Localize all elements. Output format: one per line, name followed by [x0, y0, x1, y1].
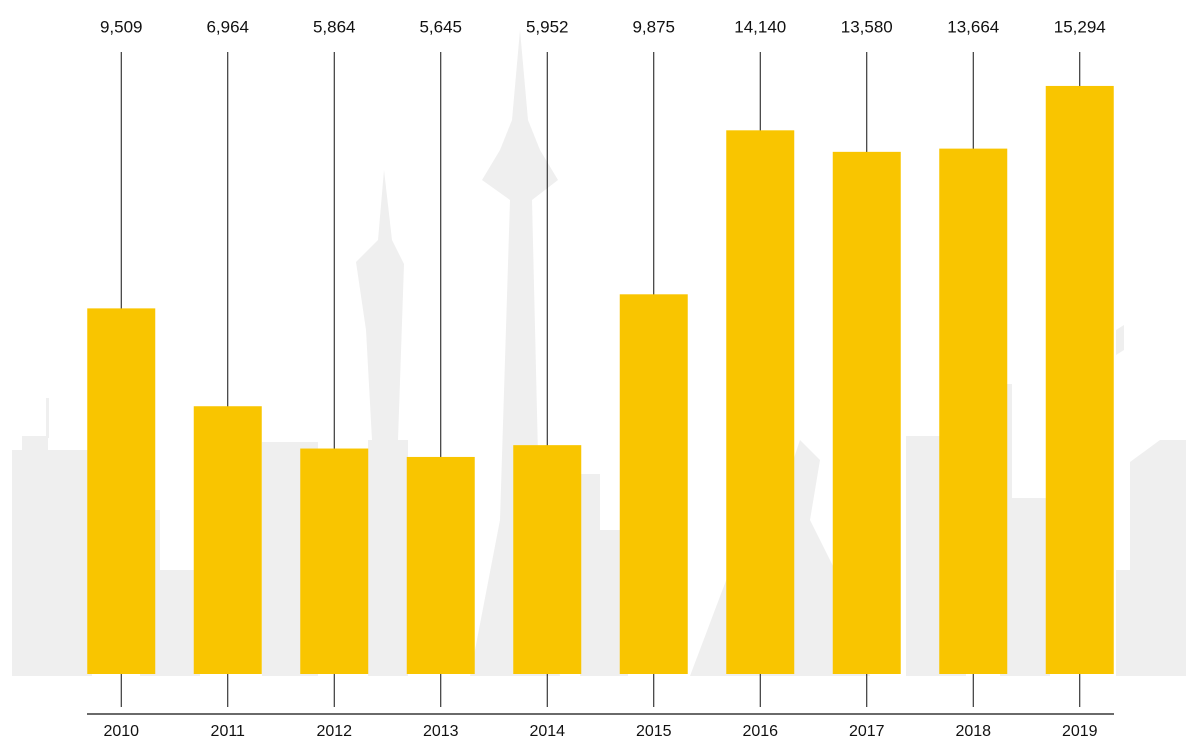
- value-label: 13,664: [947, 17, 999, 36]
- value-label: 6,964: [206, 17, 249, 36]
- value-label: 13,580: [841, 17, 893, 36]
- x-tick-label: 2014: [529, 723, 565, 740]
- x-tick-label: 2011: [211, 723, 246, 740]
- value-label: 15,294: [1054, 17, 1106, 36]
- skyline-background: [12, 30, 1186, 676]
- value-label: 9,875: [632, 17, 675, 36]
- x-tick-label: 2019: [1062, 723, 1098, 740]
- bar: [406, 456, 475, 674]
- bar: [300, 448, 369, 674]
- bar: [87, 308, 156, 674]
- bar: [726, 130, 795, 674]
- bar: [939, 148, 1008, 674]
- x-tick-label: 2016: [742, 723, 778, 740]
- x-tick-label: 2017: [849, 723, 885, 740]
- value-label: 5,952: [526, 17, 569, 36]
- x-tick-label: 2010: [103, 723, 139, 740]
- x-tick-label: 2015: [636, 723, 672, 740]
- x-tick-label: 2012: [316, 723, 352, 740]
- value-label: 14,140: [734, 17, 786, 36]
- value-label: 9,509: [100, 17, 143, 36]
- bar: [513, 445, 582, 674]
- x-tick-label: 2013: [423, 723, 459, 740]
- bar: [1045, 85, 1114, 675]
- bar: [832, 151, 901, 674]
- bar: [619, 294, 688, 674]
- value-label: 5,864: [313, 17, 356, 36]
- value-label: 5,645: [419, 17, 462, 36]
- x-tick-label: 2018: [955, 723, 991, 740]
- bar: [193, 406, 262, 674]
